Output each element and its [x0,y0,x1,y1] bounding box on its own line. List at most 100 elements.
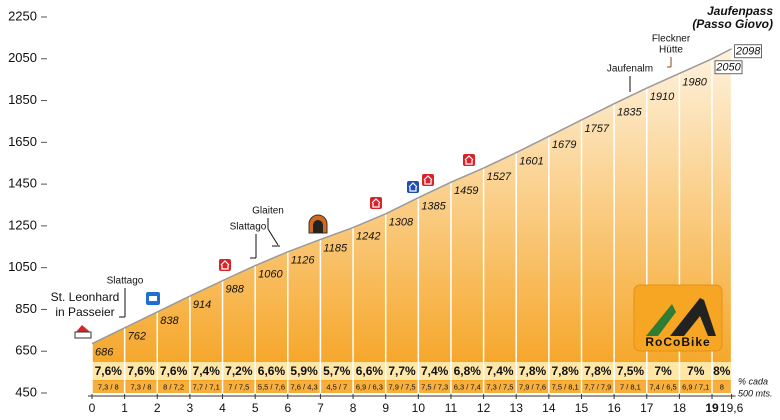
half-gradient-label: 7,9 / 7,6 [519,382,546,391]
half-gradient-label: 7,5 / 8,1 [552,382,579,391]
x-tick-label: 6 [284,401,291,415]
altitude-box [734,44,762,59]
annotation: Glaiten [252,206,284,217]
half-gradient-label: 7,3 / 8 [98,382,119,391]
segment-fill [222,265,256,393]
half-gradient-cell [712,381,732,393]
tunnel-icon [313,220,323,233]
gradient-label: 7,2% [225,364,253,378]
altitude-label: 2050 [715,62,741,74]
gradient-cell [287,362,321,380]
altitude-label: 762 [128,331,146,343]
icon [76,325,90,332]
x-tick-label: 13 [510,401,524,415]
segment-fill [581,103,615,393]
altitude-label: 1459 [454,185,478,197]
altitude-label: 914 [193,299,211,311]
altitude-label: 1242 [356,230,380,242]
x-tick-label: 2 [154,401,161,415]
pointer [267,218,280,247]
gradient-cell [418,362,451,380]
segment-fill [418,182,451,393]
gradient-label: 7,6% [127,364,155,378]
half-gradient-cell [287,381,321,393]
gradient-cell [320,362,354,380]
half-gradient-label: 7,7 / 7,9 [584,382,611,391]
gradient-cell [255,362,288,380]
gradient-cell [646,362,680,380]
annotation: St. Leonhard [51,290,120,304]
gradient-label: 7,8% [519,364,547,378]
logo-mark [646,304,676,336]
y-tick-label: 1450 [8,176,37,191]
gradient-label: 7,7% [388,364,416,378]
x-tick-label: 10 [412,401,426,415]
altitude-label: 1910 [650,91,675,103]
half-gradient-cell [124,381,158,393]
icon [74,331,92,339]
gradient-cell [679,362,713,380]
half-gradient-label: 7,7 / 7,1 [193,382,220,391]
x-tick-label: 8 [350,401,357,415]
half-gradient-label: 4,5 / 7 [326,382,347,391]
gradient-note: % cada [738,376,768,386]
x-tick-label: 9 [382,401,389,415]
half-gradient-label: 7,5 / 7,3 [421,382,448,391]
pointer [119,288,126,318]
gradient-label: 7,4% [486,364,514,378]
gradient-label: 7,6% [160,364,188,378]
y-tick-label: 1850 [8,92,37,107]
altitude-label: 1385 [421,201,446,213]
half-gradient-cell [679,381,713,393]
altitude-box [714,60,743,75]
altitude-label: 838 [160,315,179,327]
annotation: Hütte [659,45,683,56]
gradient-label: 7,5% [617,364,645,378]
altitude-label: 1060 [258,268,283,280]
half-gradient-label: 7,9 / 7,5 [388,382,415,391]
annotation: Slattago [107,276,144,287]
gradient-cell [92,362,125,380]
half-gradient-cell [353,381,386,393]
x-tick-label: 3 [187,401,194,415]
gradient-label: 6,8% [454,364,482,378]
gradient-label: 6,6% [356,364,384,378]
half-gradient-cell [92,381,125,393]
gradient-cell [548,362,582,380]
x-tick-label: 11 [445,401,458,415]
x-tick-label: 7 [317,401,324,415]
half-gradient-label: 8 / 7,2 [163,382,184,391]
half-gradient-label: 8 [720,382,724,391]
gradient-label: 7,6% [95,364,123,378]
half-gradient-label: 6,9 / 6,3 [356,382,383,391]
altitude-label: 1527 [487,171,512,183]
half-gradient-cell [222,381,256,393]
icon-glyph [220,260,230,270]
segment-fill [124,311,158,393]
gradient-label: 7,4% [193,364,221,378]
segment-fill [548,119,582,393]
gradient-cell [516,362,549,380]
annotation: Jaufenpass [707,4,773,18]
x-tick-label: 16 [607,401,621,415]
altitude-label: 1980 [682,76,707,88]
icon [149,296,157,301]
segment-fill [516,136,549,393]
segment-fill [287,239,321,393]
altitude-label: 1601 [519,155,543,167]
y-tick-label: 2050 [8,50,37,65]
annotation: Slattago [230,222,267,233]
y-tick-label: 1050 [8,259,37,274]
segment-fill [483,152,517,393]
y-tick-label: 450 [15,384,37,399]
y-tick-label: 1650 [8,134,37,149]
y-tick-label: 650 [15,343,37,358]
segment-fill [385,197,419,393]
half-gradient-cell [320,381,354,393]
half-gradient-cell [189,381,223,393]
altitude-label: 686 [95,347,114,359]
pointer [667,57,672,68]
x-tick-label: 1 [121,401,128,415]
gradient-cell [385,362,419,380]
